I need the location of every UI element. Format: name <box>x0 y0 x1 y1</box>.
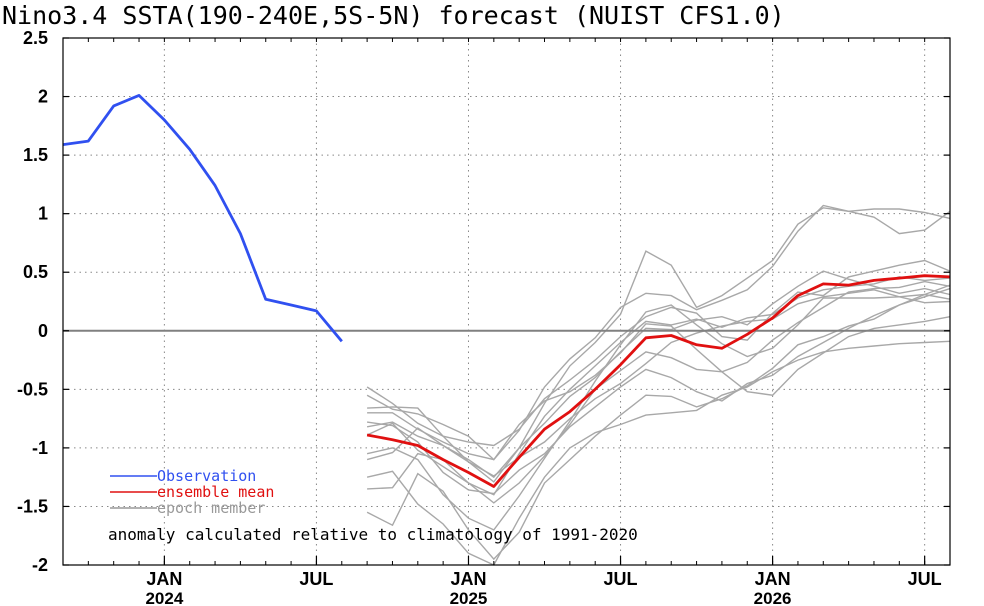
epoch-member-series <box>366 293 951 531</box>
observation-series <box>62 94 343 343</box>
climatology-annotation: anomaly calculated relative to climatolo… <box>108 525 638 544</box>
x-tick-label: JAN <box>755 569 791 589</box>
epoch-member-series <box>366 316 951 461</box>
epoch-member-series <box>366 287 951 561</box>
y-tick-label: 2 <box>38 87 48 107</box>
x-year-label: 2026 <box>754 589 792 606</box>
y-axis-ticks: 2.5 2 1.5 1 0.5 0 -0.5 -1 -1.5 -2 <box>17 28 950 575</box>
epoch-member-series <box>366 259 951 447</box>
epoch-member-series <box>367 276 951 496</box>
y-tick-label: 1 <box>38 204 48 224</box>
x-year-label: 2025 <box>450 589 488 606</box>
epoch-member-lines <box>366 204 951 566</box>
legend-label: epoch member <box>157 499 265 517</box>
y-tick-label: 0.5 <box>23 262 48 282</box>
y-tick-label: 2.5 <box>23 28 48 48</box>
ensemble-mean-series <box>366 274 951 488</box>
y-tick-label: -2 <box>32 555 48 575</box>
epoch-member-series <box>366 289 951 477</box>
epoch-member-series <box>367 270 951 483</box>
legend-label: Observation <box>157 467 256 485</box>
epoch-member-series <box>366 280 951 504</box>
y-tick-label: -0.5 <box>17 379 48 399</box>
y-tick-label: -1.5 <box>17 496 48 516</box>
x-year-label: 2024 <box>145 589 183 606</box>
chart-title: Nino3.4 SSTA(190-240E,5S-5N) forecast (N… <box>2 1 785 30</box>
x-tick-label: JAN <box>450 569 486 589</box>
x-tick-label: JUL <box>908 569 942 589</box>
epoch-member-series <box>366 207 951 479</box>
x-tick-label: JUL <box>604 569 638 589</box>
epoch-member-series <box>367 284 951 495</box>
epoch-member-series <box>366 340 951 566</box>
y-tick-label: 1.5 <box>23 145 48 165</box>
ensemble-mean-line <box>366 274 951 488</box>
x-tick-label: JAN <box>146 569 182 589</box>
y-tick-label: 0 <box>38 321 48 341</box>
plot-frame <box>62 37 951 566</box>
y-tick-label: -1 <box>32 438 48 458</box>
epoch-member-series <box>367 204 951 461</box>
legend-label: ensemble mean <box>157 483 274 501</box>
x-tick-label: JUL <box>299 569 333 589</box>
observation-line <box>62 94 343 343</box>
